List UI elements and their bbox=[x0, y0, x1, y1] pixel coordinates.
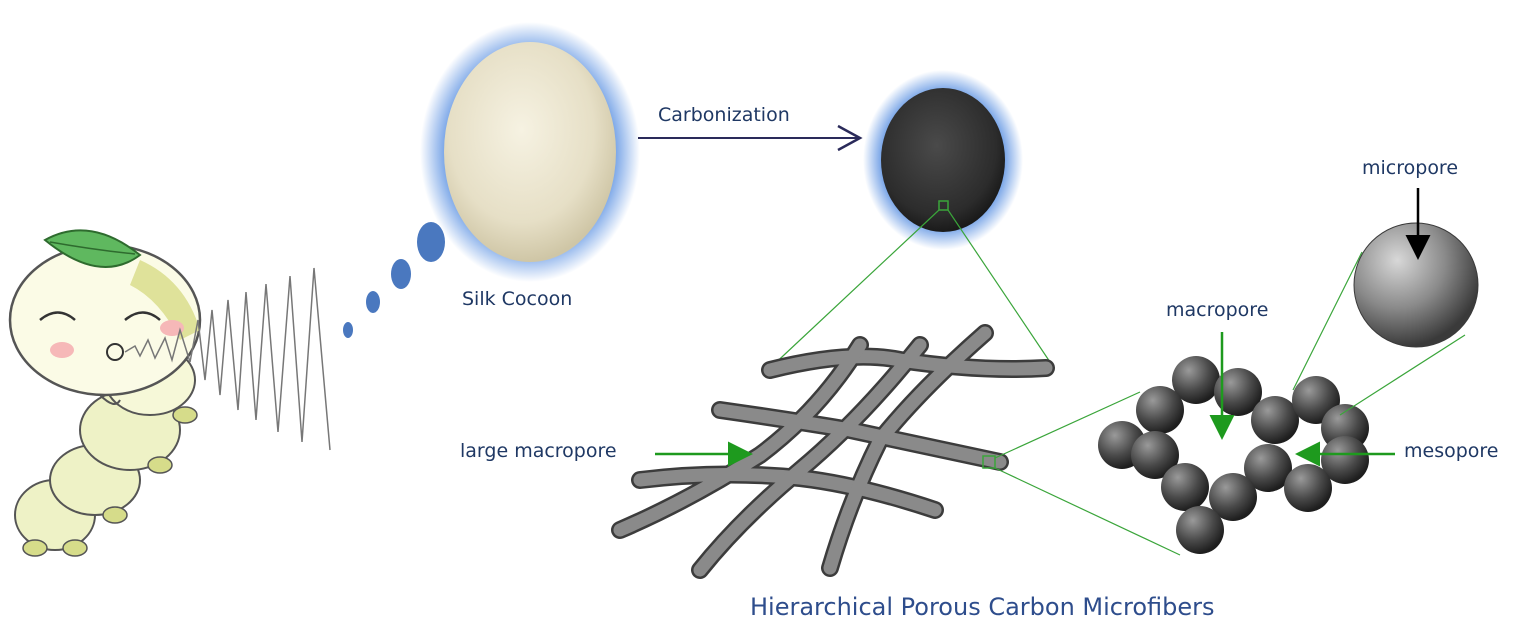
macropore-label: macropore bbox=[1166, 299, 1269, 321]
secretion-dots bbox=[343, 222, 445, 338]
silk-thread bbox=[124, 267, 331, 451]
micropore-label: micropore bbox=[1362, 157, 1459, 179]
mesopore-label: mesopore bbox=[1404, 440, 1499, 462]
diagram-title: Hierarchical Porous Carbon Microfibers bbox=[750, 593, 1215, 621]
silk-cocoon-image bbox=[420, 22, 640, 282]
carbon-sphere-ring bbox=[1098, 356, 1369, 554]
silkworm-illustration bbox=[8, 229, 202, 557]
carbonization-label: Carbonization bbox=[658, 104, 790, 126]
carbon-fiber-network bbox=[611, 324, 1055, 579]
zoom-lines-1 bbox=[767, 209, 1053, 371]
micropore-sphere bbox=[1353, 222, 1479, 348]
silk-cocoon-label: Silk Cocoon bbox=[462, 288, 573, 310]
zoom-lines-3 bbox=[1292, 251, 1466, 416]
large-macropore-label: large macropore bbox=[460, 440, 617, 462]
carbon-cocoon-image bbox=[863, 70, 1023, 250]
zoom-lines-2 bbox=[994, 391, 1181, 556]
